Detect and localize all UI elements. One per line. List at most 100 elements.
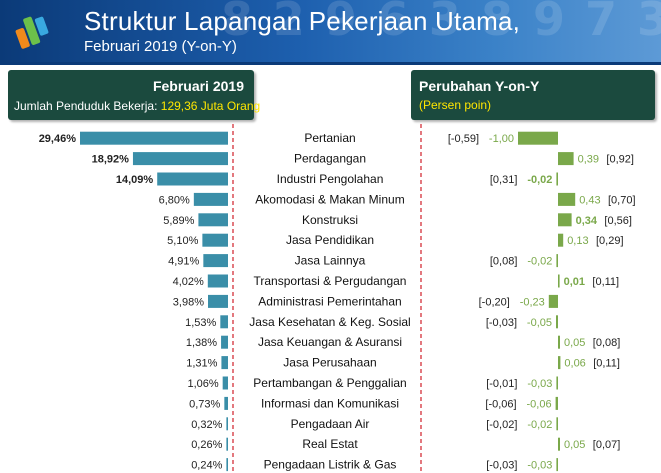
change-value-label: -0,05: [527, 317, 552, 329]
change-bracket-label: [-0,59]: [448, 133, 479, 145]
change-bar: [558, 437, 560, 451]
share-bar: [221, 335, 228, 349]
change-value-label: 0,05: [564, 337, 585, 349]
change-bar: [558, 335, 560, 349]
share-bar: [226, 417, 228, 431]
change-bracket-label: [0,08]: [593, 337, 621, 349]
category-label: Jasa Kesehatan & Keg. Sosial: [249, 315, 410, 329]
category-label: Konstruksi: [302, 213, 358, 227]
change-bar: [558, 213, 572, 227]
page-title: Struktur Lapangan Pekerjaan Utama,: [84, 6, 521, 36]
change-bracket-label: [0,11]: [592, 276, 619, 288]
change-bracket-label: [0,70]: [608, 194, 636, 206]
change-bar: [556, 458, 558, 472]
change-value-label: -0,06: [527, 398, 552, 410]
category-label: Industri Pengolahan: [277, 172, 384, 186]
share-value-label: 3,98%: [173, 296, 204, 308]
left-panel-subtitle: Jumlah Penduduk Bekerja: 129,36 Juta Ora…: [14, 99, 260, 113]
employment-structure-chart: 29,46% Pertanian -1,00 [-0,59] 18,92% Perdaga…: [39, 124, 636, 473]
share-value-label: 4,02%: [173, 276, 204, 288]
change-value-label: -1,00: [489, 133, 514, 145]
share-bar: [193, 192, 228, 206]
share-bar: [221, 356, 228, 370]
share-bar: [224, 396, 228, 410]
workers-label: Jumlah Penduduk Bekerja:: [14, 99, 158, 113]
change-bracket-label: [-0,20]: [479, 296, 510, 308]
change-bar: [548, 294, 558, 308]
change-bar: [556, 376, 558, 390]
category-label: Akomodasi & Makan Minum: [255, 192, 404, 206]
header-rule: [0, 62, 661, 65]
workers-value: 129,36 Juta Orang: [160, 99, 261, 113]
right-panel-title: Perubahan Y-on-Y: [419, 78, 540, 94]
share-value-label: 29,46%: [39, 133, 77, 145]
right-panel-subtitle: (Persen poin): [419, 98, 492, 112]
change-value-label: 0,05: [564, 439, 585, 451]
category-label: Pertambangan & Penggalian: [253, 376, 406, 390]
change-bar: [558, 356, 561, 370]
share-bar: [226, 437, 228, 451]
change-bracket-label: [-0,03]: [486, 460, 517, 472]
change-bar: [555, 396, 558, 410]
change-bar: [556, 417, 558, 431]
change-value-label: -0,02: [527, 174, 552, 186]
change-value-label: 0,39: [578, 154, 599, 166]
share-bar: [157, 172, 228, 186]
change-value-label: 0,34: [576, 215, 598, 227]
change-bracket-label: [-0,06]: [485, 398, 516, 410]
change-bar: [556, 315, 558, 329]
share-bar: [132, 152, 228, 166]
change-bracket-label: [-0,03]: [486, 317, 517, 329]
change-bracket-label: [0,56]: [604, 215, 632, 227]
change-value-label: 0,06: [564, 358, 585, 370]
share-value-label: 0,73%: [189, 398, 220, 410]
share-value-label: 1,38%: [186, 337, 217, 349]
change-value-label: 0,13: [567, 235, 588, 247]
change-value-label: -0,02: [527, 419, 552, 431]
change-bar: [556, 172, 558, 186]
share-bar: [202, 233, 228, 247]
change-bracket-label: [-0,02]: [486, 419, 517, 431]
change-bracket-label: [0,29]: [596, 235, 624, 247]
change-bracket-label: [0,07]: [593, 439, 621, 451]
change-bar: [556, 254, 558, 268]
change-value-label: -0,23: [520, 296, 545, 308]
share-value-label: 0,24%: [191, 460, 222, 472]
share-value-label: 1,31%: [186, 358, 217, 370]
share-value-label: 1,06%: [187, 378, 218, 390]
share-value-label: 1,53%: [185, 317, 216, 329]
category-label: Real Estat: [302, 437, 358, 451]
category-label: Informasi dan Komunikasi: [261, 396, 399, 410]
share-value-label: 0,32%: [191, 419, 222, 431]
share-value-label: 6,80%: [159, 194, 190, 206]
header-banner: 8 2 9 6 3 8 9 7 3 Struktur Lapangan Peke…: [0, 0, 661, 62]
left-panel-header: Februari 2019 Jumlah Penduduk Bekerja: 1…: [8, 70, 260, 120]
change-bar: [558, 192, 576, 206]
category-label: Transportasi & Pergudangan: [254, 274, 407, 288]
category-label: Pengadaan Air: [291, 417, 370, 431]
change-value-label: 0,43: [579, 194, 600, 206]
share-value-label: 18,92%: [92, 154, 130, 166]
category-label: Administrasi Pemerintahan: [258, 294, 401, 308]
share-bar: [198, 213, 228, 227]
category-label: Jasa Perusahaan: [283, 356, 376, 370]
change-bar: [518, 131, 558, 145]
change-bar: [558, 233, 564, 247]
share-bar: [208, 294, 228, 308]
change-bracket-label: [-0,01]: [486, 378, 517, 390]
share-value-label: 5,89%: [163, 215, 194, 227]
share-value-label: 4,91%: [168, 256, 199, 268]
share-value-label: 5,10%: [167, 235, 198, 247]
change-bar: [558, 274, 560, 288]
change-bracket-label: [0,92]: [606, 154, 634, 166]
share-value-label: 14,09%: [116, 174, 154, 186]
share-bar: [207, 274, 228, 288]
page-subtitle: Februari 2019 (Y-on-Y): [84, 38, 237, 55]
category-label: Jasa Lainnya: [295, 254, 366, 268]
bps-logo-icon: [15, 16, 49, 49]
banner-decoration: 8 2 9 6 3 8 9 7 3: [220, 0, 661, 46]
category-label: Perdagangan: [294, 152, 366, 166]
change-bracket-label: [0,11]: [593, 358, 620, 370]
share-bar: [203, 254, 228, 268]
right-panel-header: Perubahan Y-on-Y (Persen poin): [411, 70, 655, 120]
